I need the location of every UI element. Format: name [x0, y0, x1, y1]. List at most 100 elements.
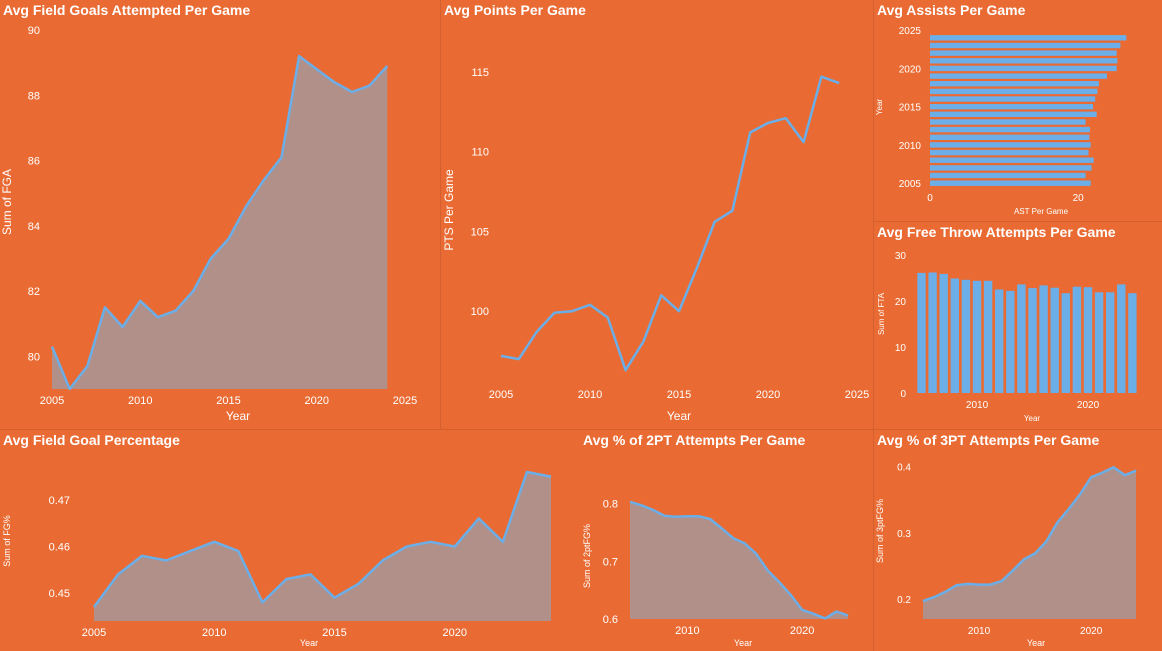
bar — [1106, 292, 1115, 393]
y-tick-label: 0 — [900, 389, 906, 400]
y-tick-label: 82 — [28, 286, 40, 298]
x-tick-label: 2020 — [790, 625, 814, 637]
bar — [930, 119, 1086, 125]
chart-title: Avg % of 2PT Attempts Per Game — [583, 432, 806, 448]
panel-divider — [440, 0, 441, 430]
series-line — [50, 54, 389, 391]
data-point — [554, 312, 555, 313]
data-point — [502, 541, 503, 542]
bar — [1039, 285, 1048, 393]
data-point — [316, 69, 317, 70]
chart-title: Avg Free Throw Attempts Per Game — [877, 224, 1116, 240]
data-point — [990, 584, 991, 585]
chart-title: Avg Field Goals Attempted Per Game — [3, 2, 251, 18]
data-point — [839, 83, 840, 84]
bar — [930, 149, 1089, 156]
fta-chart: 0 10 20 30 2010 2020 Year Sum of FTA — [877, 251, 1137, 423]
data-point — [87, 366, 88, 367]
panel-divider — [873, 0, 874, 651]
data-point — [1113, 467, 1114, 468]
data-point — [813, 613, 814, 614]
data-point — [979, 584, 980, 585]
data-point — [1068, 509, 1069, 510]
data-point — [262, 602, 263, 603]
data-point — [679, 311, 680, 312]
y-tick-label: 90 — [28, 25, 40, 37]
2pt-chart: 0.6 0.7 0.8 2010 2020 Year Sum of 2ptFG% — [582, 499, 849, 648]
data-point — [923, 601, 924, 602]
y-tick-label: 0.45 — [49, 588, 70, 600]
y-tick-label: 0.4 — [897, 463, 911, 474]
x-tick-label: 2010 — [202, 627, 226, 639]
data-point — [790, 594, 791, 595]
data-point — [652, 509, 653, 510]
x-tick-label: 2025 — [845, 389, 869, 401]
fga-chart: 80 82 84 86 88 90 2005 2010 2015 2020 2025 Year Sum … — [0, 25, 417, 423]
chart-panel-fgpct[interactable]: Avg Field Goal Percentage 0.45 0.46 0.47 20… — [0, 430, 580, 651]
data-point — [825, 618, 826, 619]
data-point — [536, 331, 537, 332]
data-point — [454, 546, 455, 547]
data-point — [590, 304, 591, 305]
bar — [1006, 290, 1015, 393]
series-line — [629, 500, 849, 620]
chart-panel-ast[interactable]: Avg Assists Per Game 2005 2010 2015 2020 202… — [874, 0, 1162, 221]
chart-panel-fga[interactable]: Avg Field Goals Attempted Per Game 80 82 8… — [0, 0, 440, 430]
data-point — [430, 541, 431, 542]
y-tick-label: 100 — [471, 306, 489, 318]
data-point — [175, 310, 176, 311]
bar — [928, 272, 937, 393]
bar — [930, 58, 1118, 64]
data-point — [643, 341, 644, 342]
data-point — [641, 505, 642, 506]
data-point — [1124, 475, 1125, 476]
data-point — [238, 551, 239, 552]
panel-divider — [0, 429, 873, 430]
data-point — [210, 258, 211, 259]
x-tick-label: 2010 — [675, 625, 699, 637]
data-point — [836, 611, 837, 612]
data-point — [967, 583, 968, 584]
data-point — [382, 560, 383, 561]
x-tick-label: 2010 — [578, 389, 602, 401]
y-tick-label: 0.46 — [49, 541, 70, 553]
y-axis-label: Sum of FGA — [0, 169, 14, 235]
bar — [917, 272, 926, 393]
bar — [930, 81, 1099, 87]
y-axis-label: Sum of FG% — [2, 515, 12, 567]
data-point — [934, 597, 935, 598]
x-axis-label: Year — [300, 638, 318, 648]
ast-chart: 2005 2010 2015 2020 2025 0 20 AST Per Game Year — [875, 26, 1127, 216]
chart-title: Avg Points Per Game — [444, 2, 586, 18]
chart-panel-3pt[interactable]: Avg % of 3PT Attempts Per Game 0.2 0.3 0.4… — [874, 430, 1162, 651]
data-point — [406, 546, 407, 547]
y-tick-label: 105 — [471, 226, 489, 238]
x-tick-label: 2020 — [1080, 626, 1103, 637]
data-point — [785, 118, 786, 119]
data-point — [69, 389, 70, 390]
data-point — [518, 359, 519, 360]
y-tick-label: 20 — [895, 297, 907, 308]
data-point — [52, 346, 53, 347]
series-area — [52, 56, 388, 389]
x-tick-label: 20 — [1073, 193, 1085, 204]
data-point — [104, 307, 105, 308]
y-tick-label: 86 — [28, 156, 40, 168]
pts-chart: 100 105 110 115 2005 2010 2015 2020 2025 Year PTS … — [442, 67, 869, 423]
chart-panel-2pt[interactable]: Avg % of 2PT Attempts Per Game 0.6 0.7 0.8… — [580, 430, 873, 651]
data-point — [802, 609, 803, 610]
series-area — [923, 467, 1136, 619]
bar — [930, 165, 1092, 171]
bar — [972, 280, 982, 393]
x-tick-label: 2005 — [40, 395, 64, 407]
bar — [1072, 286, 1082, 393]
chart-panel-pts[interactable]: Avg Points Per Game 100 105 110 115 2005 2010… — [441, 0, 873, 430]
y-tick-label: 88 — [28, 90, 40, 102]
3pt-chart: 0.2 0.3 0.4 2010 2020 Year Sum of 3ptFG% — [875, 463, 1137, 648]
data-point — [214, 541, 215, 542]
y-tick-label: 2025 — [899, 26, 922, 37]
chart-panel-fta[interactable]: Avg Free Throw Attempts Per Game 0 10 20 30… — [874, 222, 1162, 429]
data-point — [1136, 470, 1137, 471]
data-point — [821, 76, 822, 77]
bar — [930, 42, 1121, 49]
